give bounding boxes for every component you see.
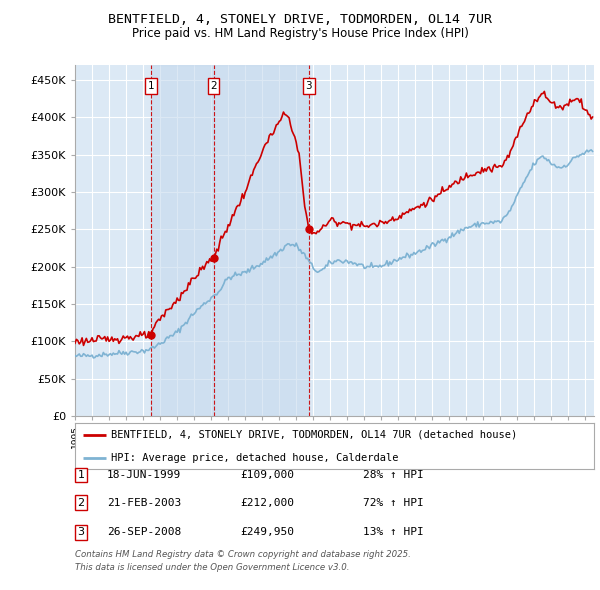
Text: Contains HM Land Registry data © Crown copyright and database right 2025.: Contains HM Land Registry data © Crown c…	[75, 550, 411, 559]
Text: BENTFIELD, 4, STONELY DRIVE, TODMORDEN, OL14 7UR: BENTFIELD, 4, STONELY DRIVE, TODMORDEN, …	[108, 13, 492, 26]
Text: £212,000: £212,000	[240, 498, 294, 507]
Text: £109,000: £109,000	[240, 470, 294, 480]
Text: 1: 1	[148, 81, 154, 91]
Text: Price paid vs. HM Land Registry's House Price Index (HPI): Price paid vs. HM Land Registry's House …	[131, 27, 469, 40]
Text: 72% ↑ HPI: 72% ↑ HPI	[363, 498, 424, 507]
Text: 3: 3	[77, 527, 85, 537]
Text: 1: 1	[77, 470, 85, 480]
Text: 21-FEB-2003: 21-FEB-2003	[107, 498, 181, 507]
Bar	[151, 65, 214, 416]
Bar	[214, 65, 309, 416]
Text: 13% ↑ HPI: 13% ↑ HPI	[363, 527, 424, 537]
Text: 3: 3	[305, 81, 312, 91]
Text: BENTFIELD, 4, STONELY DRIVE, TODMORDEN, OL14 7UR (detached house): BENTFIELD, 4, STONELY DRIVE, TODMORDEN, …	[112, 430, 518, 440]
Text: 18-JUN-1999: 18-JUN-1999	[107, 470, 181, 480]
Text: This data is licensed under the Open Government Licence v3.0.: This data is licensed under the Open Gov…	[75, 563, 349, 572]
Text: 28% ↑ HPI: 28% ↑ HPI	[363, 470, 424, 480]
Text: HPI: Average price, detached house, Calderdale: HPI: Average price, detached house, Cald…	[112, 453, 399, 463]
Text: £249,950: £249,950	[240, 527, 294, 537]
Text: 26-SEP-2008: 26-SEP-2008	[107, 527, 181, 537]
Text: 2: 2	[77, 498, 85, 507]
Text: 2: 2	[210, 81, 217, 91]
